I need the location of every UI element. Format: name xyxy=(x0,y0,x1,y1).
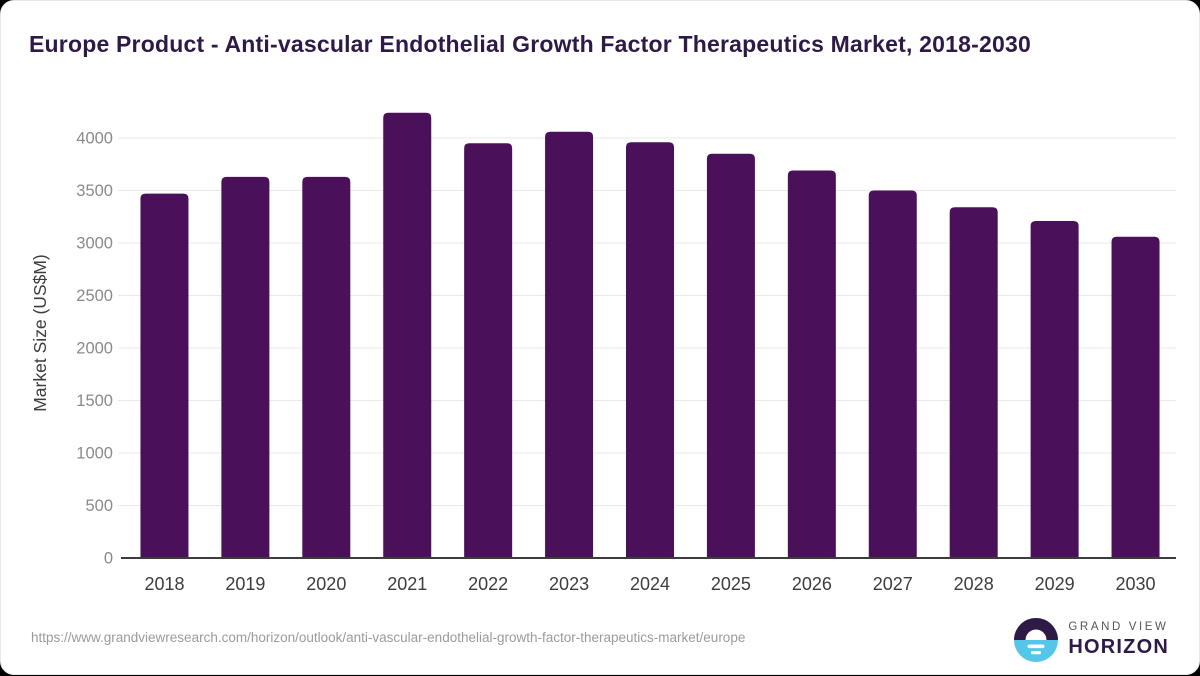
bar-2021[interactable] xyxy=(383,112,432,558)
logo-brand-bottom: HORIZON xyxy=(1068,636,1169,658)
logo-brand-top: GRAND VIEW xyxy=(1068,621,1169,633)
logo-text: GRAND VIEW HORIZON xyxy=(1068,621,1169,659)
y-tick-label-500: 500 xyxy=(85,497,113,515)
y-tick-label-4000: 4000 xyxy=(76,130,113,148)
y-axis-tick-labels: 0 500 1000 1500 2000 2500 3000 3500 4000 xyxy=(76,130,113,568)
bar-2029[interactable] xyxy=(1030,220,1079,557)
x-tick-label-2028: 2028 xyxy=(954,574,994,594)
y-tick-label-2500: 2500 xyxy=(76,287,113,305)
x-tick-label-2020: 2020 xyxy=(306,574,346,594)
bar-2020[interactable] xyxy=(302,176,351,557)
bar-2025[interactable] xyxy=(706,153,755,557)
x-tick-label-2030: 2030 xyxy=(1116,574,1156,594)
bar-2022[interactable] xyxy=(464,143,513,557)
y-axis-title: Market Size (US$M) xyxy=(30,254,50,412)
y-tick-label-1000: 1000 xyxy=(76,445,113,463)
x-tick-label-2029: 2029 xyxy=(1035,574,1075,594)
bar-2018[interactable] xyxy=(140,193,189,557)
bar-2028[interactable] xyxy=(949,207,998,558)
y-tick-label-2000: 2000 xyxy=(76,340,113,358)
grand-view-horizon-logo: GRAND VIEW HORIZON xyxy=(1014,618,1169,662)
bar-2019[interactable] xyxy=(221,176,270,557)
y-tick-label-1500: 1500 xyxy=(76,392,113,410)
bars-group xyxy=(140,112,1160,558)
horizon-logo-icon xyxy=(1014,618,1059,662)
x-tick-label-2025: 2025 xyxy=(711,574,751,594)
bar-2023[interactable] xyxy=(545,131,594,557)
bar-2027[interactable] xyxy=(868,190,917,558)
source-url[interactable]: https://www.grandviewresearch.com/horizo… xyxy=(31,630,746,645)
y-tick-label-0: 0 xyxy=(104,550,113,568)
x-tick-label-2022: 2022 xyxy=(468,574,508,594)
x-tick-label-2026: 2026 xyxy=(792,574,832,594)
x-tick-label-2019: 2019 xyxy=(225,574,265,594)
x-axis-tick-labels: 2018 2019 2020 2021 2022 2023 2024 2025 2026 2027… xyxy=(144,574,1155,594)
bar-2026[interactable] xyxy=(787,170,836,558)
x-tick-label-2018: 2018 xyxy=(144,574,184,594)
x-tick-label-2027: 2027 xyxy=(873,574,913,594)
y-tick-label-3000: 3000 xyxy=(76,235,113,253)
y-tick-label-3500: 3500 xyxy=(76,182,113,200)
x-tick-label-2023: 2023 xyxy=(549,574,589,594)
x-tick-label-2024: 2024 xyxy=(630,574,670,594)
bar-2024[interactable] xyxy=(626,142,674,557)
chart-title: Europe Product - Anti-vascular Endotheli… xyxy=(29,31,1031,57)
bar-2030[interactable] xyxy=(1111,236,1160,557)
x-tick-label-2021: 2021 xyxy=(387,574,427,594)
